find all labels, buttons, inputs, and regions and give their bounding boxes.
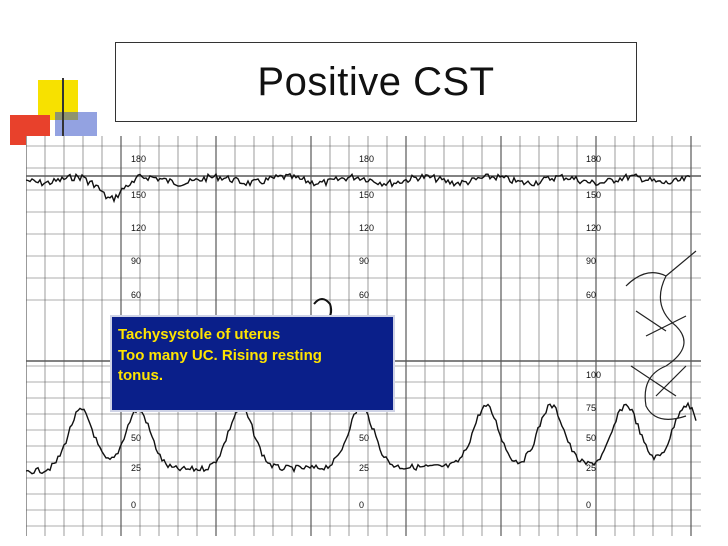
note-line-1: Tachysystole of uterus [118,326,281,343]
fhr-scale-label: 150 [586,190,601,200]
fhr-scale-label: 120 [359,223,374,233]
uc-scale-label: 50 [586,433,596,443]
note-line-3: tonus. [118,367,163,384]
fhr-scale-label: 180 [131,154,146,164]
annotation-box: Tachysystole of uterus Too many UC. Risi… [110,315,395,412]
uc-scale-label: 25 [131,463,141,473]
uc-scale-label: 0 [131,500,136,510]
fhr-scale-label: 150 [131,190,146,200]
uc-scale-label: 50 [131,433,141,443]
fhr-scale-label: 60 [586,290,596,300]
uc-scale-label: 50 [359,433,369,443]
uc-scale-label: 100 [586,370,601,380]
fhr-scale-label: 60 [359,290,369,300]
uc-scale-label: 25 [359,463,369,473]
fhr-scale-label: 90 [586,256,596,266]
uc-scale-label: 75 [586,403,596,413]
fhr-scale-label: 120 [586,223,601,233]
uc-scale-label: 0 [586,500,591,510]
slide-title: Positive CST [257,59,495,104]
fhr-scale-label: 120 [131,223,146,233]
uc-scale-label: 0 [359,500,364,510]
title-box: Positive CST [115,42,637,122]
fhr-scale-label: 90 [131,256,141,266]
deco-vertical-line [62,78,64,140]
fhr-scale-label: 90 [359,256,369,266]
fhr-scale-label: 180 [359,154,374,164]
fhr-scale-label: 180 [586,154,601,164]
note-line-2: Too many UC. Rising resting [118,346,322,364]
handwritten-scribble [625,250,697,420]
fhr-scale-label: 60 [131,290,141,300]
fhr-scale-label: 150 [359,190,374,200]
uc-scale-label: 25 [586,463,596,473]
